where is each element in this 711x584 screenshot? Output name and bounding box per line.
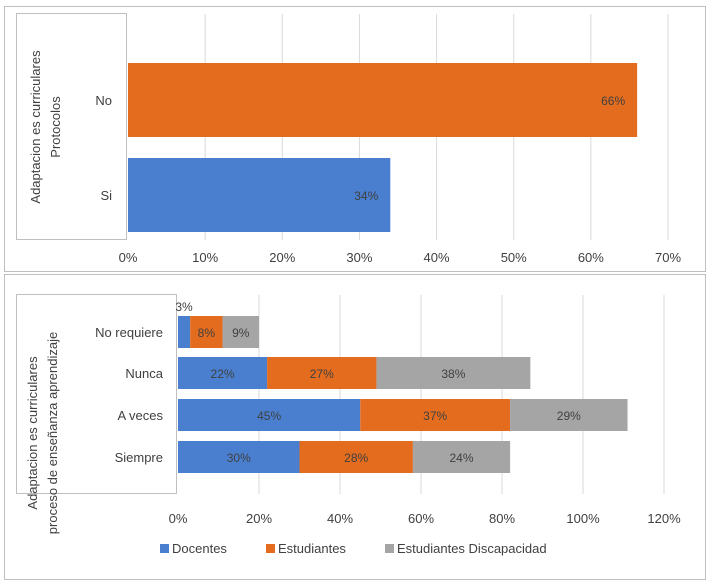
bottom-category-label: A veces xyxy=(117,408,163,423)
bottom-bar-segment xyxy=(412,441,511,473)
bottom-bar-segment xyxy=(178,441,300,473)
bottom-data-label: 29% xyxy=(557,409,581,423)
legend-label: Docentes xyxy=(172,541,227,556)
top-x-tick-label: 30% xyxy=(346,250,372,265)
bottom-data-label: 45% xyxy=(257,409,281,423)
bottom-x-tick-label: 40% xyxy=(327,511,353,526)
top-label-box xyxy=(16,13,127,240)
bottom-bar-segment xyxy=(376,357,531,389)
bottom-category-label: Siempre xyxy=(115,450,163,465)
top-category-label: Si xyxy=(100,188,112,203)
top-x-tick-label: 10% xyxy=(192,250,218,265)
bottom-category-label: No requiere xyxy=(95,325,163,340)
top-data-label: 66% xyxy=(601,94,625,108)
bottom-chart: 0% 20% 40% 60% 80% 100% 120% 3% 8% 9% No requiere 2… xyxy=(25,295,681,534)
bottom-bar-segment xyxy=(178,316,191,348)
legend: Docentes Estudiantes Estudiantes Discapaci… xyxy=(160,541,547,556)
bottom-bar-segment xyxy=(360,399,511,431)
top-x-tick-label: 70% xyxy=(655,250,681,265)
top-bar-si xyxy=(128,158,391,232)
top-x-tick-label: 0% xyxy=(119,250,138,265)
top-chart: 0% 10% 20% 30% 40% 50% 60% 70% 66% No 34% Si Adaptac… xyxy=(28,14,681,265)
bottom-data-label: 24% xyxy=(449,451,473,465)
bottom-data-label: 3% xyxy=(175,300,193,314)
bottom-x-tick-label: 120% xyxy=(647,511,681,526)
bottom-bar-segment xyxy=(267,357,377,389)
top-chart-frame xyxy=(4,6,706,272)
top-bar-no xyxy=(128,63,638,137)
bottom-x-tick-label: 60% xyxy=(408,511,434,526)
legend-label: Estudiantes xyxy=(278,541,346,556)
bottom-label-box xyxy=(16,294,177,494)
legend-swatch xyxy=(160,544,169,553)
bottom-bar-segment xyxy=(178,399,361,431)
bottom-x-tick-label: 100% xyxy=(566,511,600,526)
bottom-x-tick-label: 20% xyxy=(246,511,272,526)
bottom-data-label: 22% xyxy=(211,367,235,381)
top-x-tick-label: 60% xyxy=(578,250,604,265)
bottom-bar-segment xyxy=(222,316,259,348)
bottom-bar-segment xyxy=(510,399,628,431)
legend-swatch xyxy=(385,544,394,553)
bottom-category-label: Nunca xyxy=(125,366,163,381)
legend-swatch xyxy=(266,544,275,553)
bottom-bar-segment xyxy=(178,357,268,389)
bottom-chart-frame xyxy=(4,274,706,580)
top-x-tick-label: 50% xyxy=(501,250,527,265)
top-category-label: No xyxy=(95,93,112,108)
top-data-label: 34% xyxy=(354,189,378,203)
bottom-bar-segment xyxy=(299,441,413,473)
bottom-data-label: 8% xyxy=(198,326,216,340)
bottom-bar-segment xyxy=(190,316,223,348)
bottom-data-label: 28% xyxy=(344,451,368,465)
bottom-data-label: 27% xyxy=(310,367,334,381)
bottom-data-label: 38% xyxy=(441,367,465,381)
legend-label: Estudiantes Discapacidad xyxy=(397,541,547,556)
bottom-axis-title: Adaptacion es curriculares proceso de ens… xyxy=(25,332,60,534)
bottom-x-tick-label: 80% xyxy=(489,511,515,526)
bottom-x-tick-label: 0% xyxy=(169,511,188,526)
bottom-data-label: 37% xyxy=(423,409,447,423)
top-x-tick-label: 20% xyxy=(269,250,295,265)
bottom-data-label: 9% xyxy=(232,326,250,340)
bottom-data-label: 30% xyxy=(227,451,251,465)
top-x-tick-label: 40% xyxy=(424,250,450,265)
top-axis-title: Adaptacion es curriculares Protocolos xyxy=(28,50,63,204)
